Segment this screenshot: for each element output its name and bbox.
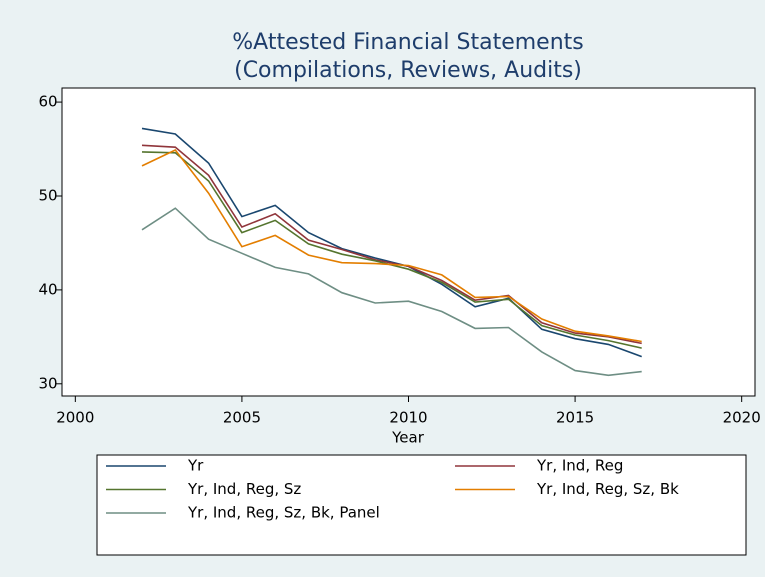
x-tick-label: 2000 <box>56 409 94 427</box>
y-tick-label: 40 <box>38 280 57 298</box>
plot-area <box>61 87 756 397</box>
series-line <box>141 148 642 343</box>
y-tick-label: 50 <box>38 186 57 204</box>
x-tick-label: 2015 <box>556 409 594 427</box>
series-line <box>141 144 642 345</box>
x-tick-label: 2005 <box>223 409 261 427</box>
legend-label: Yr, Ind, Reg, Sz <box>187 480 301 498</box>
series-line <box>141 127 642 358</box>
chart-title: (Compilations, Reviews, Audits) <box>234 58 582 83</box>
legend-label: Yr, Ind, Reg, Sz, Bk <box>536 480 679 498</box>
legend-label: Yr <box>187 457 204 475</box>
legend <box>96 454 747 556</box>
x-tick-label: 2020 <box>723 409 761 427</box>
legend-label: Yr, Ind, Reg, Sz, Bk, Panel <box>187 504 380 522</box>
chart-title: %Attested Financial Statements <box>232 30 584 55</box>
series-line <box>141 207 642 377</box>
x-tick-label: 2010 <box>389 409 427 427</box>
legend-label: Yr, Ind, Reg <box>536 457 623 475</box>
y-tick-label: 30 <box>38 374 57 392</box>
y-tick-label: 60 <box>38 93 57 111</box>
x-axis-label: Year <box>391 429 425 447</box>
